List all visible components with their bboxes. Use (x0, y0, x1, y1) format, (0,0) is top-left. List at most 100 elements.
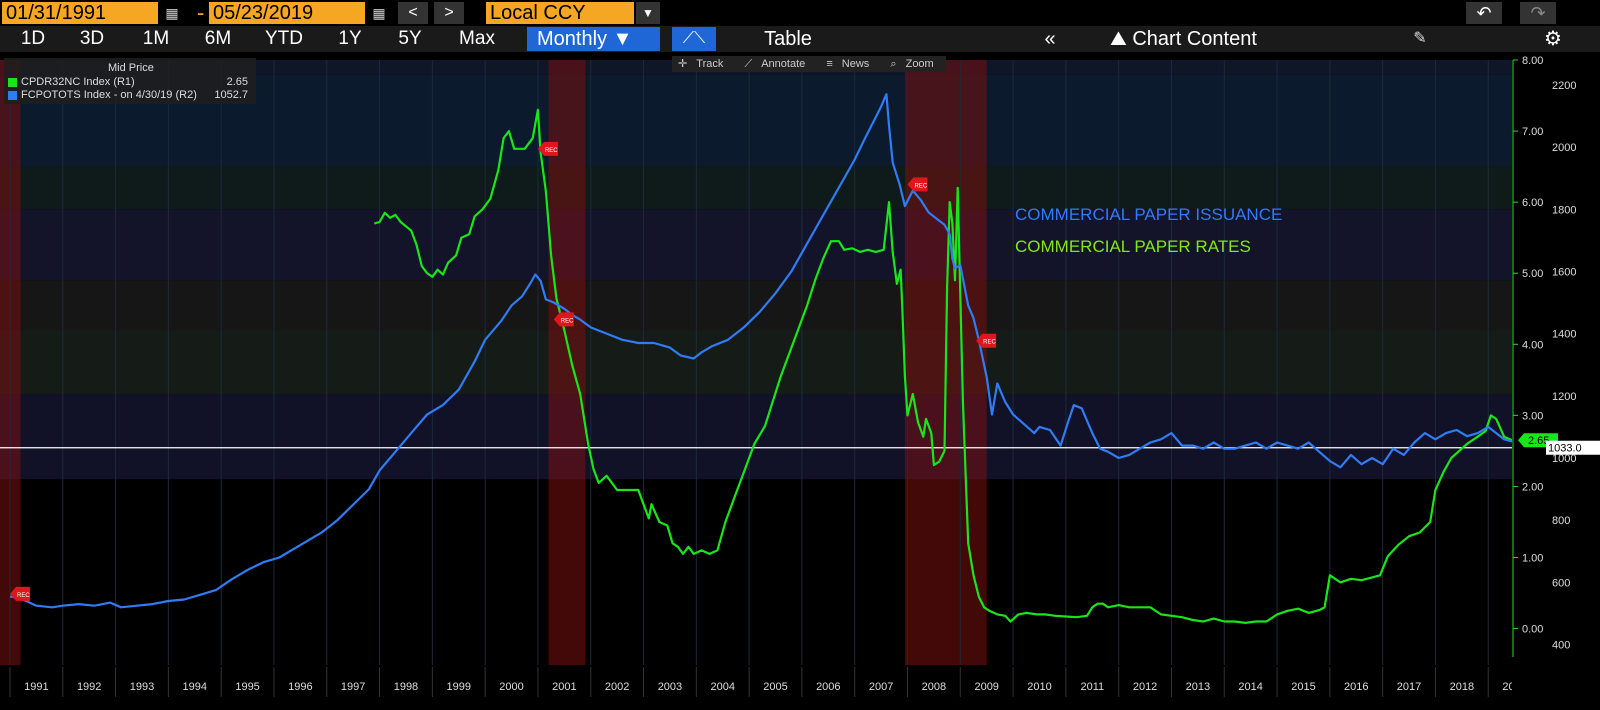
x-tick-label: 2010 (1027, 681, 1051, 693)
r2-last-value-label: 1033.0 (1548, 443, 1582, 455)
r1-tick-label: 0.00 (1522, 624, 1543, 636)
annotate-tool[interactable]: ⟋ Annotate (744, 58, 806, 70)
r2-tick-label: 800 (1552, 515, 1570, 527)
period-1d[interactable]: 1D (20, 28, 46, 49)
chart-content-label: Chart Content (1132, 28, 1257, 50)
legend-row-cpdr32nc[interactable]: CPDR32NC Index (R1) 2.65 (8, 76, 252, 89)
period-3d[interactable]: 3D (79, 28, 105, 49)
background-band (0, 280, 1512, 331)
chart-content-button[interactable]: ⛰ Chart Content (1110, 26, 1257, 52)
frequency-select[interactable]: Monthly ▼ (527, 27, 660, 51)
x-tick-label: 1996 (288, 681, 312, 693)
x-tick-label: 2008 (922, 681, 946, 693)
legend-swatch (8, 77, 17, 87)
zoom-tool[interactable]: ⌕ Zoom (890, 58, 934, 70)
period-toolbar (0, 26, 1600, 52)
rec-marker (10, 586, 30, 601)
background-bands (0, 60, 1512, 657)
prev-button[interactable]: < (398, 2, 428, 24)
period-6m[interactable]: 6M (204, 28, 232, 49)
x-tick-label: 1991 (24, 681, 48, 693)
x-tick-label: 2011 (1080, 681, 1104, 693)
y-axis-background (1512, 52, 1600, 710)
redo-icon[interactable]: ↷ (1520, 2, 1556, 24)
series-line-cpdr32nc index (374, 108, 1513, 624)
period-5y[interactable]: 5Y (398, 28, 422, 49)
x-tick-label: 2012 (1133, 681, 1157, 693)
x-tick-label: 1994 (183, 681, 207, 693)
x-tick-label: 2014 (1238, 681, 1262, 693)
legend-series-name: CPDR32NC Index (R1) (21, 76, 135, 88)
period-1y[interactable]: 1Y (338, 28, 362, 49)
start-date-field[interactable]: 01/31/1991 (2, 2, 158, 24)
r2-tick-label: 1200 (1552, 391, 1576, 403)
legend: Mid Price CPDR32NC Index (R1) 2.65 FCPOT… (4, 58, 256, 104)
x-tick-label: 1999 (447, 681, 471, 693)
background-band (0, 209, 1512, 281)
chevron-down-icon[interactable]: ▼ (636, 2, 660, 24)
background-band (0, 330, 1512, 395)
r1-tick-label: 1.00 (1522, 553, 1543, 565)
r2-tick-label: 1000 (1552, 453, 1576, 465)
x-tick-label: 2017 (1397, 681, 1421, 693)
r1-tick-label: 5.00 (1522, 268, 1543, 280)
chart-icon: ⛰ (1110, 28, 1133, 50)
news-tool[interactable]: ≡ News (826, 58, 870, 70)
r2-tick-label: 1600 (1552, 266, 1576, 278)
x-tick-label: 1992 (77, 681, 101, 693)
end-date-field[interactable]: 05/23/2019 (209, 2, 365, 24)
edit-icon[interactable]: ✎ (1413, 30, 1427, 47)
background-band (0, 394, 1512, 480)
collapse-button[interactable]: « (1044, 28, 1056, 50)
track-tool[interactable]: ✛ Track (678, 58, 724, 70)
legend-title: Mid Price (108, 62, 154, 74)
currency-select[interactable]: Local CCY (486, 2, 634, 24)
background-band (0, 166, 1512, 210)
r1-tick-label: 7.00 (1522, 126, 1543, 138)
rec-marker (553, 312, 574, 327)
x-tick-label: 2002 (605, 681, 629, 693)
gear-icon[interactable]: ⚙ (1544, 28, 1562, 50)
period-ytd[interactable]: YTD (265, 28, 303, 49)
x-tick-label: 2015 (1291, 681, 1315, 693)
x-tick-label: 2003 (658, 681, 682, 693)
line-chart[interactable]: REC REC REC REC REC 1991 1992 1993 1994 1995 1996… (0, 52, 1600, 710)
x-tick-label: 1997 (341, 681, 365, 693)
r1-tick-label: 8.00 (1522, 55, 1543, 67)
calendar-icon[interactable]: ▦ (372, 5, 386, 21)
x-tick-label: 2016 (1344, 681, 1368, 693)
period-max[interactable]: Max (459, 28, 495, 49)
background-band (0, 479, 1512, 657)
x-tick-label: 2009 (974, 681, 998, 693)
series-line-fcpotots index (9, 93, 1513, 609)
recession-band (548, 60, 586, 665)
legend-series-name: FCPOTOTS Index - on 4/30/19 (R2) (21, 89, 197, 101)
x-tick-label: 2005 (763, 681, 787, 693)
y-axis: 8.00 7.00 6.00 5.00 4.00 3.00 2.00 1.00 0.00 2200… (1512, 52, 1600, 710)
series-lines (9, 93, 1513, 624)
period-1m[interactable]: 1M (142, 28, 170, 49)
r2-last-value-tag (1546, 440, 1600, 455)
r1-last-value-label: 2.65 (1528, 435, 1549, 447)
legend-series-value: 2.65 (226, 76, 248, 88)
x-tick-label: 1993 (130, 681, 154, 693)
x-axis-background (0, 665, 1512, 701)
legend-row-fcpotots[interactable]: FCPOTOTS Index - on 4/30/19 (R2) 1052.7 (8, 89, 252, 102)
undo-icon[interactable]: ↶ (1466, 2, 1502, 24)
recession-markers: REC REC REC REC REC (10, 141, 997, 601)
date-separator: - (197, 0, 205, 25)
x-tick-label: 2013 (1186, 681, 1210, 693)
rec-marker-label: REC (561, 318, 574, 324)
next-button[interactable]: > (434, 2, 464, 24)
rec-marker-label: REC (17, 593, 30, 599)
r2-tick-label: 1400 (1552, 329, 1576, 341)
rec-marker (976, 333, 997, 348)
calendar-icon[interactable]: ▦ (165, 5, 179, 21)
r2-tick-label: 2200 (1552, 80, 1576, 92)
rec-marker (907, 177, 928, 192)
line-chart-icon[interactable]: ⟋⟍ (672, 27, 716, 51)
r1-tick-label: 4.00 (1522, 339, 1543, 351)
table-button[interactable]: Table (764, 28, 812, 50)
annotation-rates: COMMERCIAL PAPER RATES (1015, 237, 1251, 256)
x-tick-label: 2004 (710, 681, 734, 693)
